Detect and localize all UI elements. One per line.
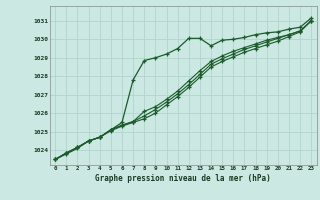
X-axis label: Graphe pression niveau de la mer (hPa): Graphe pression niveau de la mer (hPa) xyxy=(95,174,271,183)
